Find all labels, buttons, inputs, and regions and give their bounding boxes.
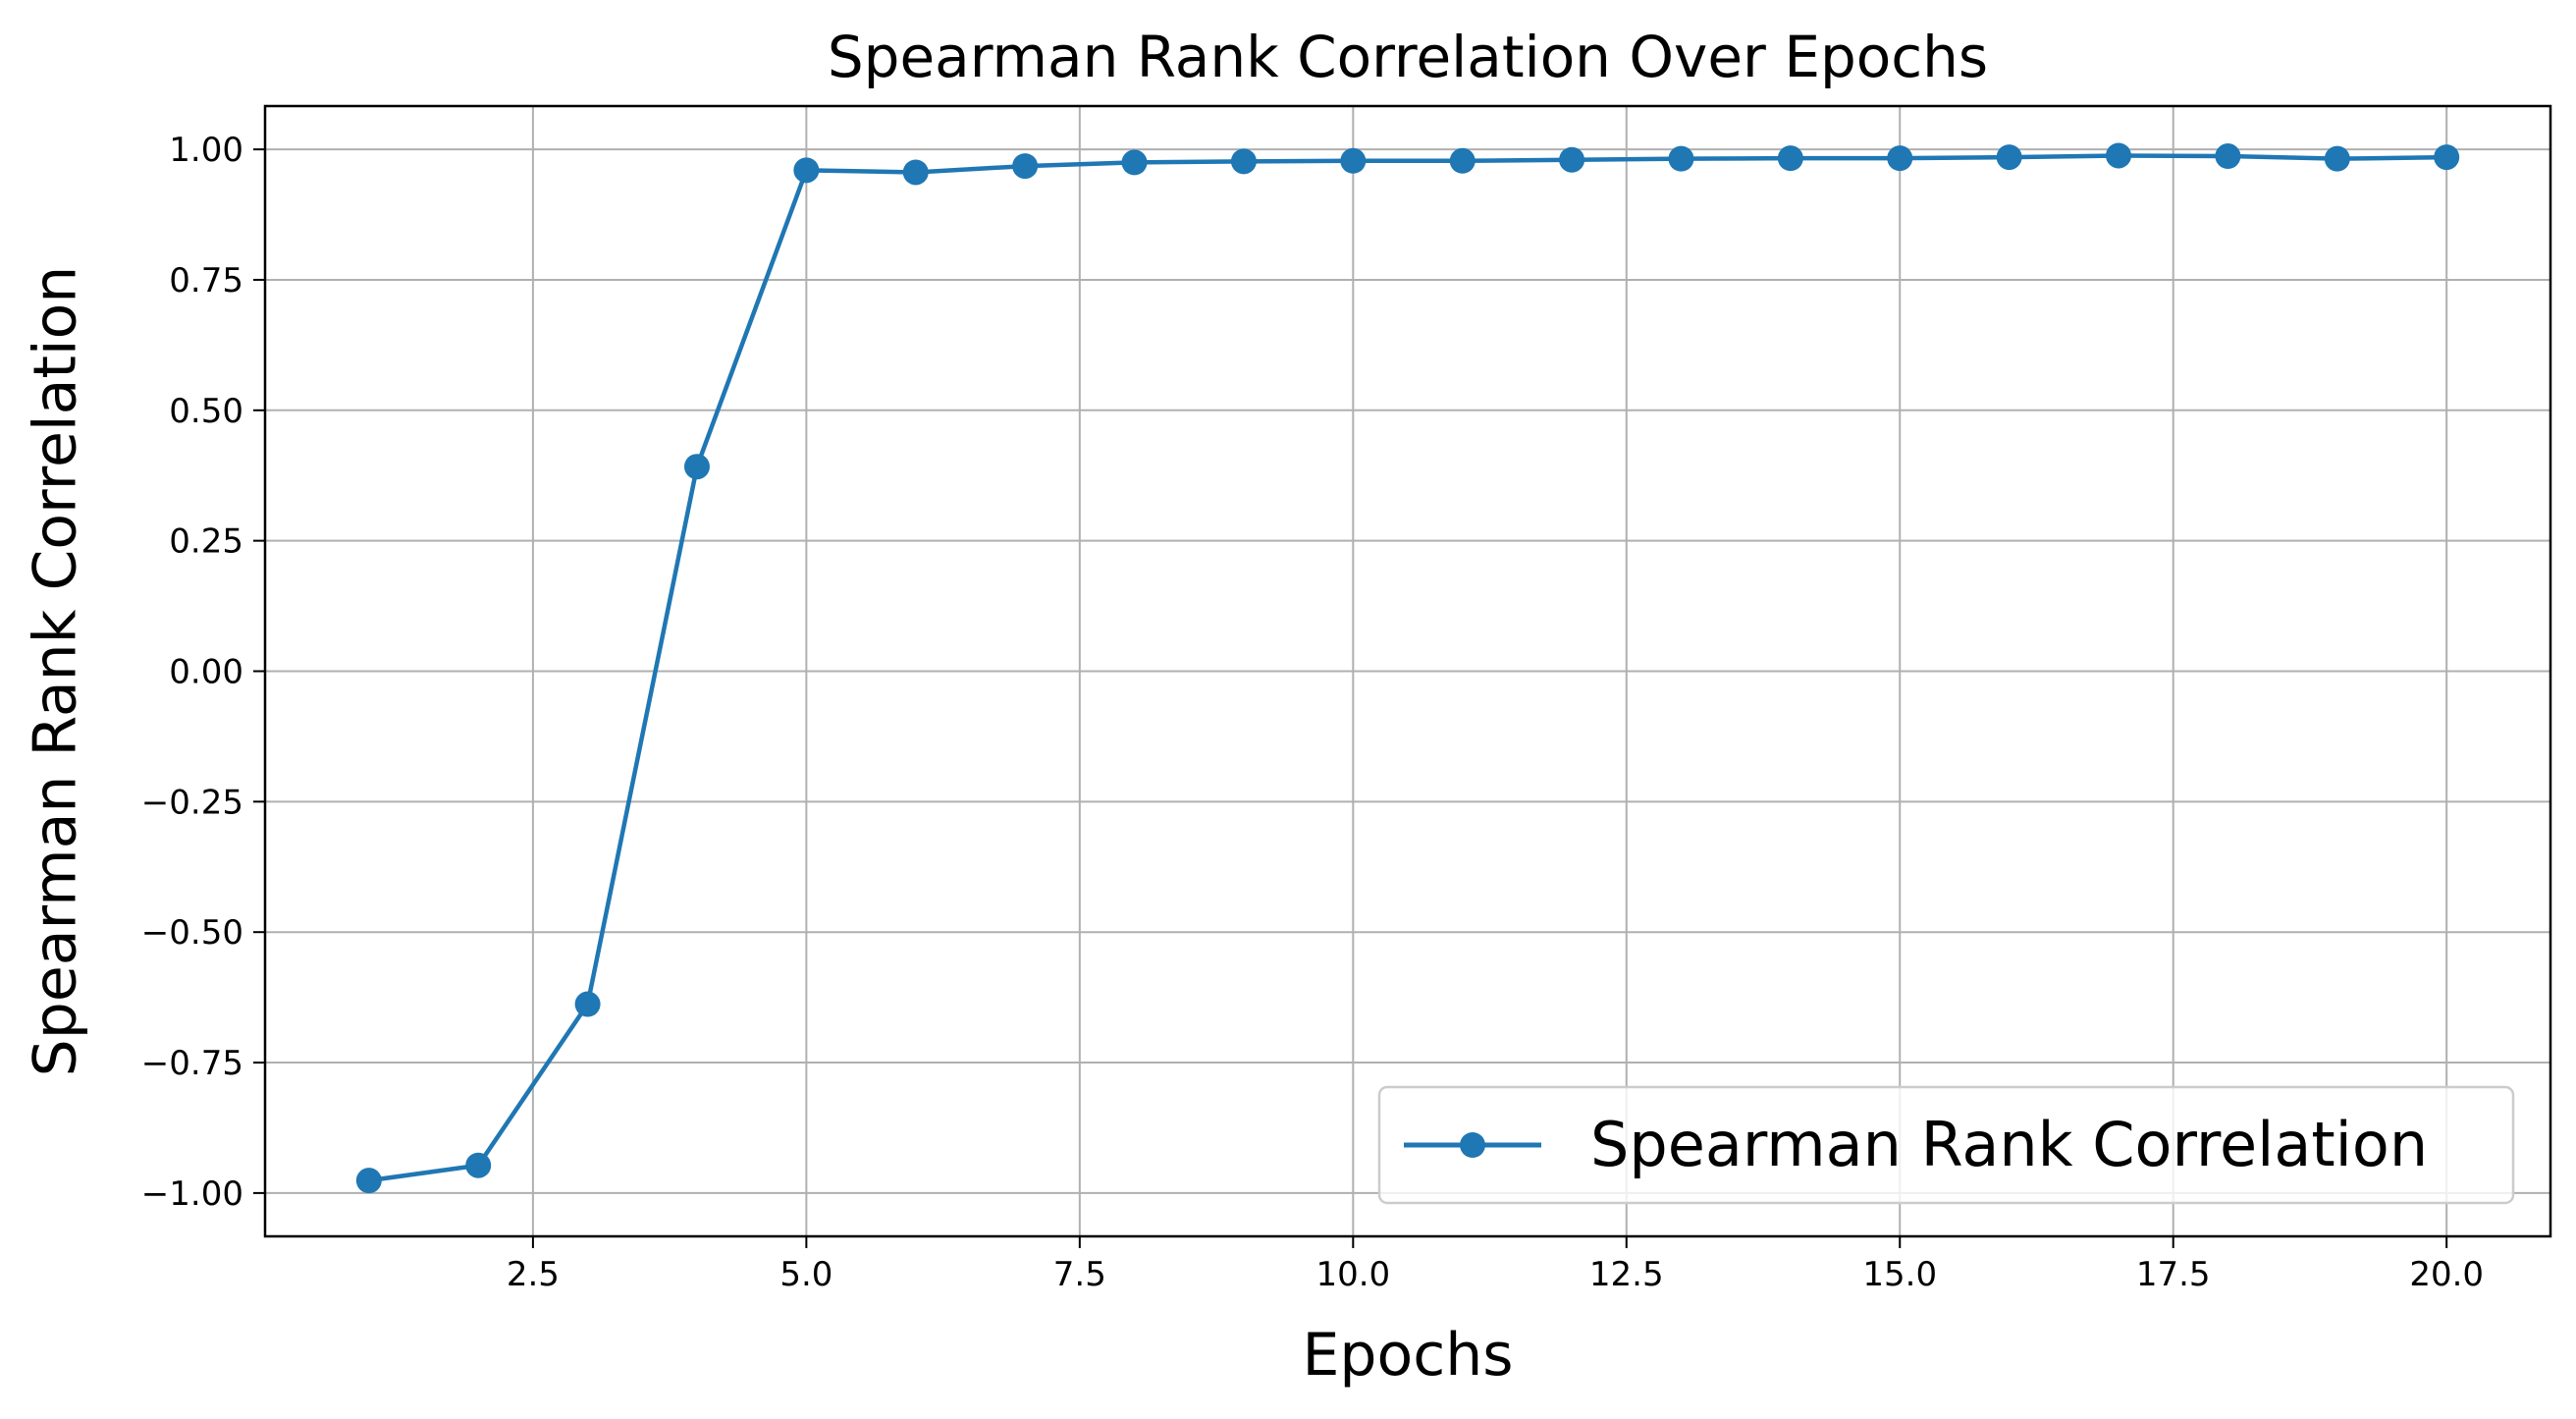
data-point bbox=[1887, 145, 1913, 172]
x-axis-label: Epochs bbox=[1303, 1321, 1514, 1390]
series-layer bbox=[355, 142, 2460, 1194]
x-tick-label: 15.0 bbox=[1862, 1255, 1937, 1294]
data-point bbox=[1668, 145, 1694, 172]
data-point bbox=[1340, 147, 1367, 174]
data-point bbox=[2434, 144, 2460, 171]
legend-box bbox=[1377, 1085, 2515, 1205]
series-line bbox=[368, 153, 2447, 1183]
data-point bbox=[1121, 149, 1148, 176]
x-tick-label: 17.5 bbox=[2136, 1255, 2211, 1294]
data-point bbox=[2324, 145, 2350, 172]
y-tick-label: −1.00 bbox=[141, 1174, 243, 1214]
legend-label: Spearman Rank Correlation bbox=[1590, 1109, 2428, 1180]
data-point bbox=[1996, 144, 2022, 171]
y-axis-label: Spearman Rank Correlation bbox=[22, 266, 90, 1077]
x-tick-label: 2.5 bbox=[507, 1255, 560, 1294]
ticks: 2.5 5.0 7.5 10.0 12.5 15.0 17.5 20.0 −1.00 −0.75 −… bbox=[141, 131, 2484, 1294]
data-point bbox=[902, 159, 929, 186]
x-tick-label: 10.0 bbox=[1315, 1255, 1390, 1294]
data-point bbox=[355, 1168, 382, 1194]
data-point bbox=[465, 1152, 492, 1178]
grid bbox=[265, 106, 2550, 1236]
y-tick-label: 0.50 bbox=[169, 392, 243, 431]
x-tick-label: 20.0 bbox=[2409, 1255, 2484, 1294]
data-point bbox=[1777, 145, 1803, 172]
data-point bbox=[2215, 143, 2241, 170]
y-tick-label: 0.75 bbox=[169, 261, 243, 300]
x-tick-label: 7.5 bbox=[1053, 1255, 1106, 1294]
y-tick-label: −0.75 bbox=[141, 1044, 243, 1083]
data-point bbox=[574, 991, 601, 1017]
x-tick-label: 5.0 bbox=[779, 1255, 832, 1294]
legend: Spearman Rank Correlation bbox=[1377, 1085, 2515, 1205]
y-tick-label: 0.00 bbox=[169, 653, 243, 692]
data-point bbox=[793, 157, 820, 184]
y-tick-label: −0.25 bbox=[141, 783, 243, 822]
data-point bbox=[683, 454, 710, 480]
legend-marker-swatch bbox=[1460, 1132, 1485, 1158]
x-tick-label: 12.5 bbox=[1589, 1255, 1664, 1294]
y-tick-label: −0.50 bbox=[141, 913, 243, 953]
data-point bbox=[2106, 142, 2132, 169]
data-point bbox=[1559, 146, 1585, 173]
y-tick-label: 1.00 bbox=[169, 131, 243, 170]
chart-title: Spearman Rank Correlation Over Epochs bbox=[828, 24, 1988, 90]
data-point bbox=[1449, 147, 1476, 174]
y-tick-label: 0.25 bbox=[169, 522, 243, 562]
data-point bbox=[1012, 153, 1039, 180]
data-point bbox=[1230, 148, 1257, 175]
